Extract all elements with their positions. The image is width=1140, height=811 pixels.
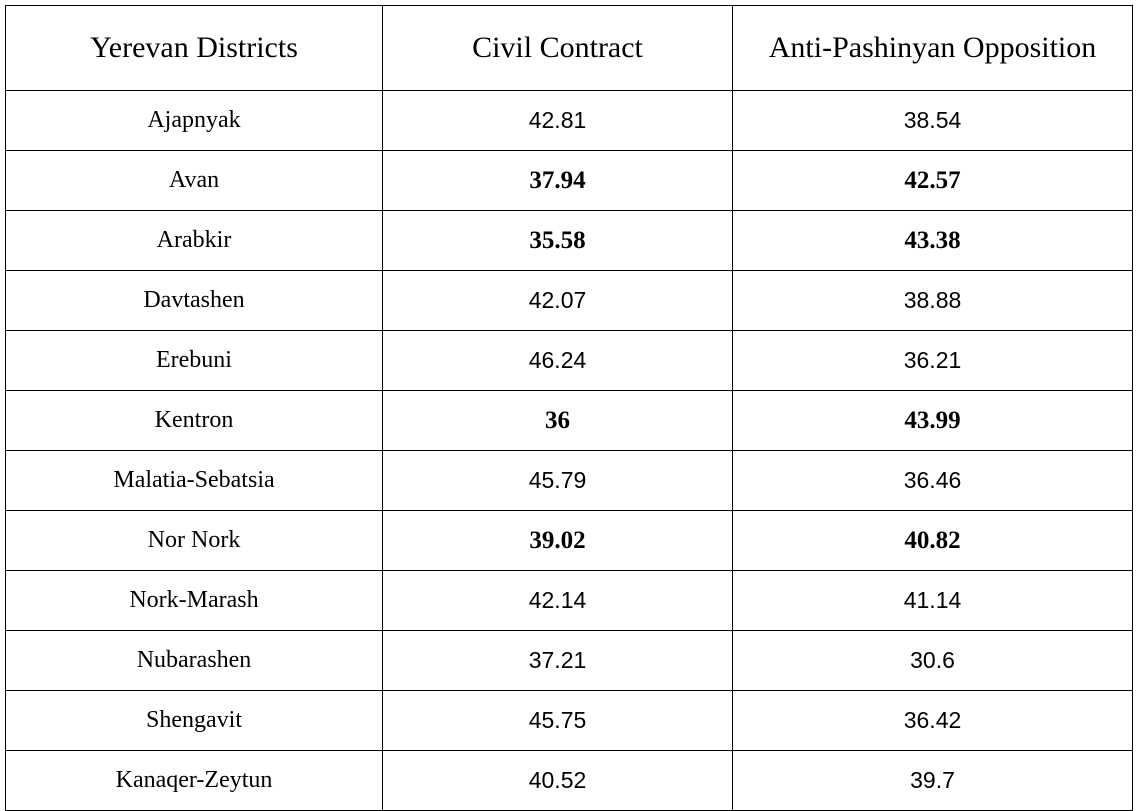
district-cell: Kentron [5,390,383,451]
value-cell: 42.07 [382,270,733,331]
column-header: Civil Contract [382,5,733,91]
value-cell: 37.21 [382,630,733,691]
value-cell: 45.79 [382,450,733,511]
value-cell: 35.58 [382,210,733,271]
district-cell: Nubarashen [5,630,383,691]
value-cell: 39.02 [382,510,733,571]
value-cell: 36 [382,390,733,451]
table-row: Davtashen 42.07 38.88 [5,270,1133,331]
district-cell: Malatia-Sebatsia [5,450,383,511]
value-cell: 42.81 [382,90,733,151]
table-row: Malatia-Sebatsia 45.79 36.46 [5,450,1133,511]
district-cell: Erebuni [5,330,383,391]
district-cell: Ajapnyak [5,90,383,151]
value-cell: 36.46 [732,450,1133,511]
column-header: Anti-Pashinyan Opposition [732,5,1133,91]
table-row: Nor Nork 39.02 40.82 [5,510,1133,571]
value-cell: 45.75 [382,690,733,751]
table-row: Erebuni 46.24 36.21 [5,330,1133,391]
value-cell: 38.88 [732,270,1133,331]
value-cell: 40.52 [382,750,733,811]
district-cell: Shengavit [5,690,383,751]
district-cell: Davtashen [5,270,383,331]
table-row: Avan 37.94 42.57 [5,150,1133,211]
value-cell: 43.38 [732,210,1133,271]
value-cell: 38.54 [732,90,1133,151]
district-cell: Avan [5,150,383,211]
district-cell: Arabkir [5,210,383,271]
table-row: Shengavit 45.75 36.42 [5,690,1133,751]
value-cell: 39.7 [732,750,1133,811]
value-cell: 42.57 [732,150,1133,211]
value-cell: 46.24 [382,330,733,391]
table-row: Nork-Marash 42.14 41.14 [5,570,1133,631]
value-cell: 40.82 [732,510,1133,571]
table-head: Yerevan Districts Civil Contract Anti-Pash… [5,5,1133,91]
column-header: Yerevan Districts [5,5,383,91]
table-row: Ajapnyak 42.81 38.54 [5,90,1133,151]
table-row: Nubarashen 37.21 30.6 [5,630,1133,691]
district-cell: Nork-Marash [5,570,383,631]
district-cell: Nor Nork [5,510,383,571]
value-cell: 43.99 [732,390,1133,451]
header-row: Yerevan Districts Civil Contract Anti-Pash… [5,5,1133,91]
table-body: Ajapnyak 42.81 38.54 Avan 37.94 42.57 Arabkir 3… [5,90,1133,811]
value-cell: 42.14 [382,570,733,631]
value-cell: 36.21 [732,330,1133,391]
value-cell: 41.14 [732,570,1133,631]
value-cell: 30.6 [732,630,1133,691]
district-cell: Kanaqer-Zeytun [5,750,383,811]
value-cell: 36.42 [732,690,1133,751]
table-row: Kanaqer-Zeytun 40.52 39.7 [5,750,1133,811]
value-cell: 37.94 [382,150,733,211]
table-row: Arabkir 35.58 43.38 [5,210,1133,271]
results-table: Yerevan Districts Civil Contract Anti-Pash… [5,5,1133,811]
table-row: Kentron 36 43.99 [5,390,1133,451]
